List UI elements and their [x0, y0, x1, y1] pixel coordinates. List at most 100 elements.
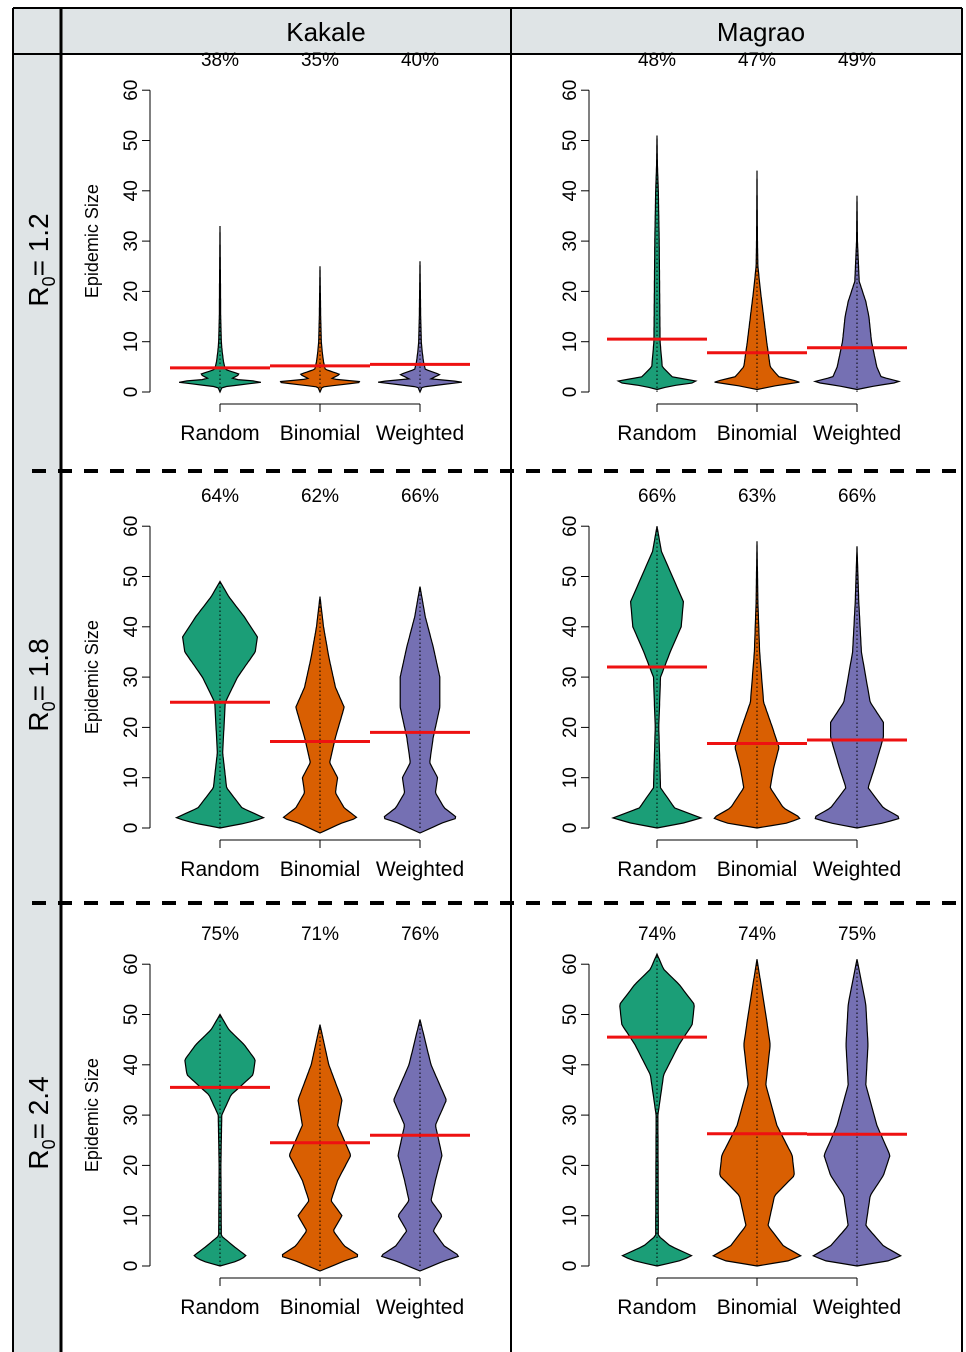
y-tick-label: 50	[121, 566, 142, 587]
y-tick-label: 20	[121, 717, 142, 738]
y-tick-label: 10	[121, 331, 142, 352]
y-tick-label: 30	[560, 1105, 581, 1126]
x-tick-label: Binomial	[717, 858, 798, 881]
y-tick-label: 30	[121, 1105, 142, 1126]
x-tick-label: Weighted	[813, 1296, 901, 1319]
x-tick-label: Random	[617, 422, 696, 445]
x-tick-label: Binomial	[280, 422, 361, 445]
percent-label: 71%	[301, 924, 339, 945]
percent-label: 75%	[201, 924, 239, 945]
percent-label: 64%	[201, 486, 239, 507]
y-tick-label: 20	[560, 1155, 581, 1176]
violin-random	[184, 1013, 256, 1267]
violin-random	[178, 226, 262, 394]
y-tick-label: 10	[560, 767, 581, 788]
y-tick-label: 50	[121, 1004, 142, 1025]
row-label-r0-1-8: R0= 1.8	[23, 638, 59, 731]
y-tick-label: 40	[560, 180, 581, 201]
y-tick-label: 40	[560, 1054, 581, 1075]
percent-label: 74%	[638, 924, 676, 945]
percent-label: 38%	[201, 50, 239, 71]
x-tick-label: Random	[180, 858, 259, 881]
violin-panel: 0 10 20 30 40 50 60 Epidemic Size Random 64% Binom…	[82, 486, 470, 881]
percent-label: 40%	[401, 50, 439, 71]
y-tick-label: 10	[560, 1205, 581, 1226]
y-tick-label: 0	[121, 387, 142, 398]
percent-label: 66%	[838, 486, 876, 507]
violin-random	[611, 526, 703, 829]
y-tick-label: 30	[121, 667, 142, 688]
percent-label: 66%	[401, 486, 439, 507]
y-tick-label: 60	[560, 954, 581, 975]
y-axis-title: Epidemic Size	[82, 620, 102, 734]
column-header-magrao: Magrao	[717, 17, 805, 47]
column-header-strip	[13, 8, 962, 54]
x-tick-label: Weighted	[813, 858, 901, 881]
violin-panel: 0 10 20 30 40 50 60 Epidemic Size Random 38% Binom…	[82, 50, 470, 445]
svg-text:R0= 1.2: R0= 1.2	[23, 213, 59, 306]
y-tick-label: 60	[560, 80, 581, 101]
percent-label: 48%	[638, 50, 676, 71]
violin-binomial	[279, 266, 361, 394]
y-tick-label: 20	[121, 1155, 142, 1176]
x-tick-label: Binomial	[280, 1296, 361, 1319]
percent-label: 62%	[301, 486, 339, 507]
y-tick-label: 30	[560, 231, 581, 252]
y-axis-title: Epidemic Size	[82, 1058, 102, 1172]
y-tick-label: 20	[121, 281, 142, 302]
violin-weighted	[812, 195, 902, 391]
y-tick-label: 0	[560, 387, 581, 398]
percent-label: 74%	[738, 924, 776, 945]
y-tick-label: 50	[560, 566, 581, 587]
y-tick-label: 40	[121, 180, 142, 201]
y-tick-label: 50	[121, 130, 142, 151]
y-tick-label: 20	[560, 281, 581, 302]
x-tick-label: Weighted	[376, 422, 464, 445]
percent-label: 47%	[738, 50, 776, 71]
violin-binomial	[713, 541, 801, 829]
y-tick-label: 40	[560, 616, 581, 637]
x-tick-label: Random	[617, 858, 696, 881]
y-tick-label: 60	[560, 516, 581, 537]
violin-binomial	[714, 170, 800, 391]
x-tick-label: Binomial	[717, 1296, 798, 1319]
x-tick-label: Weighted	[813, 422, 901, 445]
svg-text:R0= 1.8: R0= 1.8	[23, 638, 59, 731]
x-tick-label: Binomial	[717, 422, 798, 445]
y-tick-label: 0	[560, 1261, 581, 1272]
svg-text:R0= 2.4: R0= 2.4	[23, 1076, 59, 1169]
row-header-strip	[13, 54, 61, 1352]
violin-panel: 0 10 20 30 40 50 60 Random 66% Binomial 63% Weighte…	[560, 486, 907, 881]
y-tick-label: 0	[121, 823, 142, 834]
y-tick-label: 10	[560, 331, 581, 352]
y-tick-label: 0	[560, 823, 581, 834]
violin-random	[619, 952, 695, 1267]
violin-random	[174, 580, 266, 829]
percent-label: 66%	[638, 486, 676, 507]
y-tick-label: 50	[560, 130, 581, 151]
y-tick-label: 30	[560, 667, 581, 688]
percent-label: 76%	[401, 924, 439, 945]
x-tick-label: Random	[180, 422, 259, 445]
y-tick-label: 60	[121, 516, 142, 537]
violin-panel: 0 10 20 30 40 50 60 Epidemic Size Random 75% Binom…	[82, 924, 470, 1319]
violin-panels: 0 10 20 30 40 50 60 Epidemic Size Random 38% Binom…	[82, 50, 907, 1319]
y-tick-label: 0	[121, 1261, 142, 1272]
percent-label: 49%	[838, 50, 876, 71]
row-label-r0-1-2: R0= 1.2	[23, 213, 59, 306]
violin-panel: 0 10 20 30 40 50 60 Random 74% Binomial 74% Weighte…	[560, 924, 907, 1319]
y-axis-title: Epidemic Size	[82, 184, 102, 298]
y-tick-label: 60	[121, 954, 142, 975]
x-tick-label: Weighted	[376, 858, 464, 881]
y-tick-label: 50	[560, 1004, 581, 1025]
y-tick-label: 40	[121, 1054, 142, 1075]
x-tick-label: Weighted	[376, 1296, 464, 1319]
y-tick-label: 10	[121, 1205, 142, 1226]
y-tick-label: 30	[121, 231, 142, 252]
x-tick-label: Random	[180, 1296, 259, 1319]
y-tick-label: 60	[121, 80, 142, 101]
percent-label: 35%	[301, 50, 339, 71]
percent-label: 75%	[838, 924, 876, 945]
x-tick-label: Random	[617, 1296, 696, 1319]
